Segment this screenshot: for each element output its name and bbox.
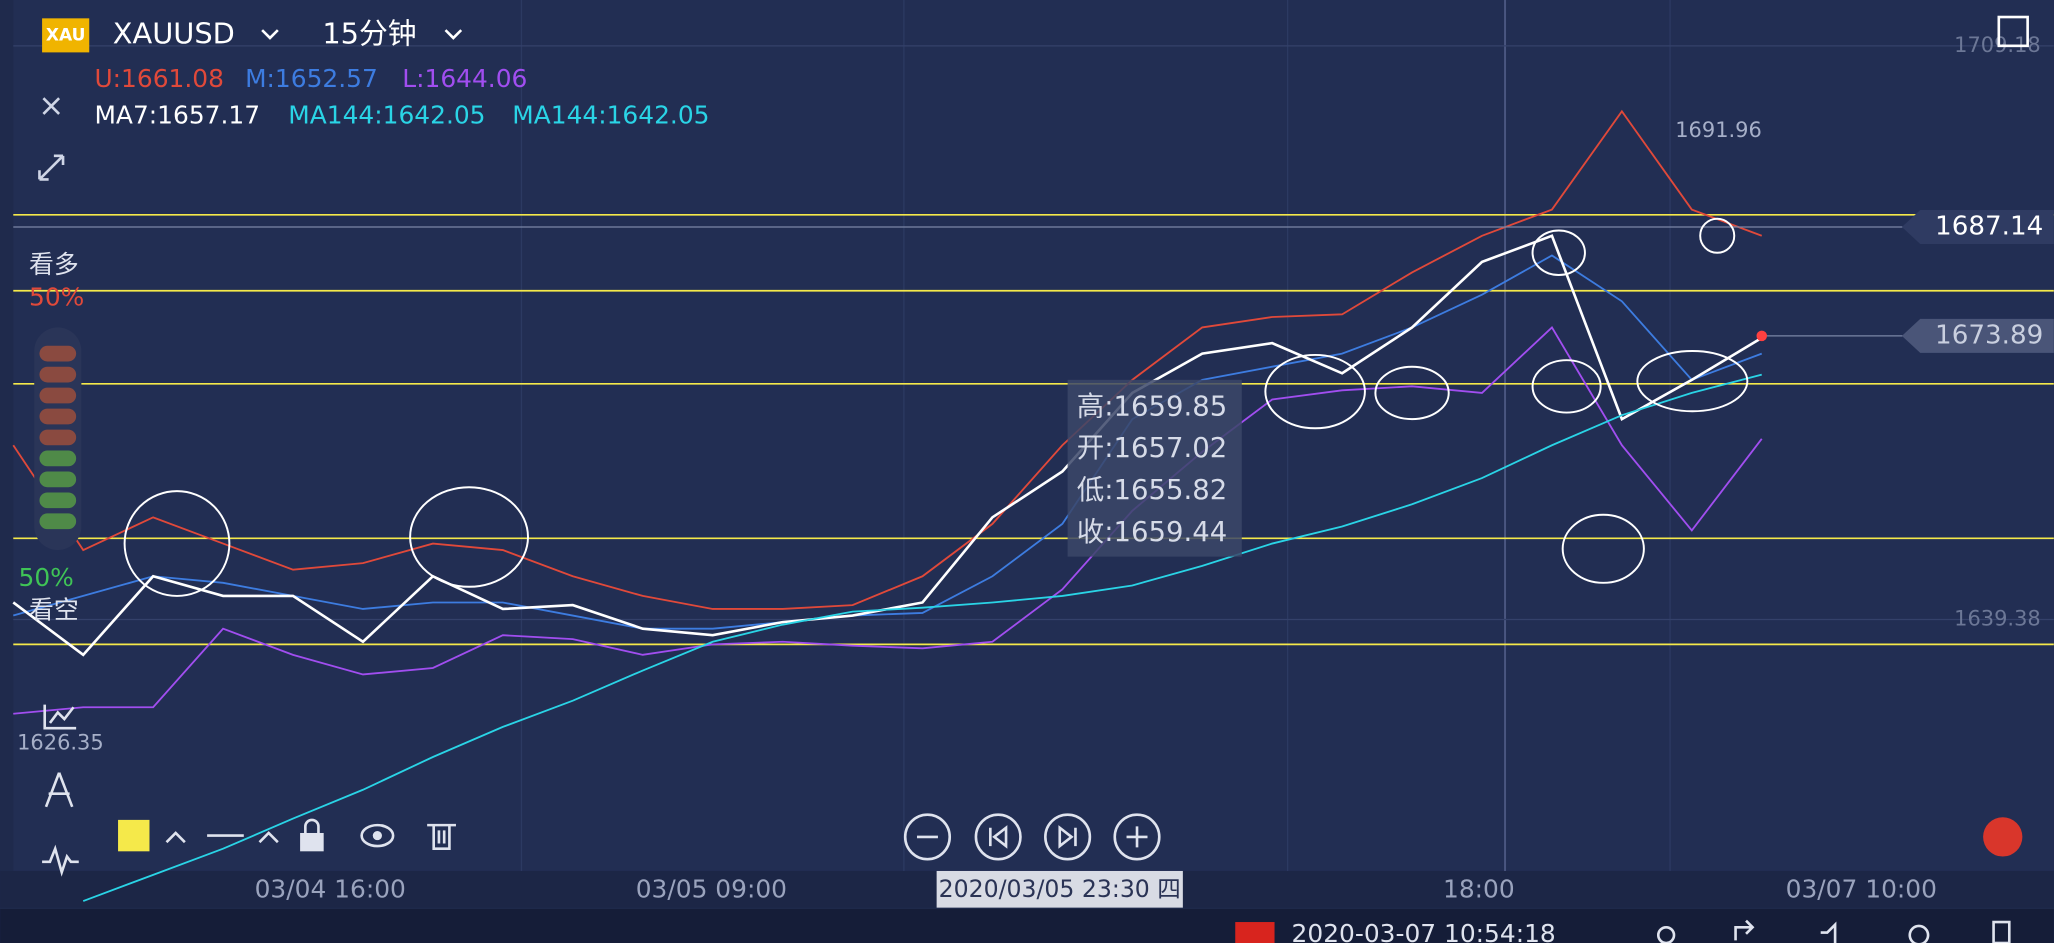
flag <box>1235 922 1275 943</box>
lock-shackle <box>304 818 320 833</box>
price-tag-label: 1673.89 <box>1935 320 2043 350</box>
close-button[interactable] <box>42 97 61 115</box>
series-line <box>12 109 1763 610</box>
boll-upper: U:1661.08 <box>94 64 223 93</box>
symbol-badge[interactable] <box>42 18 90 53</box>
status-bar <box>0 908 2054 943</box>
tooltip-open: 开:1657.02 <box>1077 432 1228 464</box>
x-tick-label: 03/07 10:00 <box>1786 875 1937 904</box>
tooltip-box <box>1067 379 1242 557</box>
delete-button[interactable] <box>427 823 456 851</box>
series-line <box>13 325 1763 715</box>
brightness-button[interactable] <box>1656 925 1676 943</box>
ma7: MA7:1657.17 <box>94 101 260 130</box>
eye-pupil <box>372 831 382 841</box>
series-line <box>82 373 1762 902</box>
price-tag <box>1901 209 2054 245</box>
vertical-grid <box>520 0 1671 871</box>
zoom-in[interactable] <box>1113 813 1161 861</box>
series-line <box>13 254 1763 630</box>
last-price-dot <box>1756 330 1767 342</box>
bull-label: 看多 <box>29 250 79 279</box>
share-button[interactable] <box>1734 919 1755 941</box>
bear-pct: 50% <box>19 563 74 592</box>
symbol-dropdown[interactable] <box>261 29 279 40</box>
color-picker[interactable] <box>118 819 150 852</box>
plot: 1709.18 1639.38 1687.14 1673.89 1691.96 1626.… <box>12 33 2054 902</box>
price-tag-label: 1687.14 <box>1935 211 2043 241</box>
y-tick-label: 1709.18 <box>1954 33 2041 57</box>
price-tag <box>1901 318 2054 353</box>
bull-pct: 50% <box>29 283 84 312</box>
boll-lower: L:1644.06 <box>402 64 527 93</box>
ma144: MA144:1642.05 <box>288 101 485 130</box>
x-tick-label: 03/04 16:00 <box>255 875 406 904</box>
plot-area <box>13 0 2054 871</box>
interval[interactable]: 15分钟 <box>322 16 416 50</box>
step-forward[interactable] <box>1044 813 1092 861</box>
tooltip-close: 收:1659.44 <box>1077 516 1228 548</box>
menu-button[interactable] <box>1997 15 2029 48</box>
fullscreen-button[interactable] <box>1992 920 2011 943</box>
badge-text: XAU <box>46 25 86 45</box>
x-tick-label: 18:00 <box>1443 875 1515 904</box>
eye-button[interactable] <box>360 823 395 848</box>
interval-dropdown[interactable] <box>444 29 463 40</box>
wave-tool[interactable] <box>42 844 79 877</box>
collapse-button[interactable] <box>38 154 65 181</box>
alert-button[interactable] <box>1983 817 2023 857</box>
crosshair-time-box <box>936 870 1183 908</box>
color-dropdown[interactable] <box>165 831 186 844</box>
line-dropdown[interactable] <box>258 831 279 844</box>
step-back[interactable] <box>974 813 1022 861</box>
sentiment-segments <box>39 345 77 530</box>
tooltip-low: 低:1655.82 <box>1077 474 1228 506</box>
tooltip-high: 高:1659.85 <box>1077 390 1228 422</box>
symbol[interactable]: XAUUSD <box>113 16 235 50</box>
high-label: 1691.96 <box>1675 118 1762 142</box>
x-tick-label: 03/05 09:00 <box>636 875 787 904</box>
zoom-out[interactable] <box>903 813 952 861</box>
sound-button[interactable] <box>1820 921 1837 943</box>
boll-middle: M:1652.57 <box>245 64 378 93</box>
low-label: 1626.35 <box>17 731 104 755</box>
crosshair-time: 2020/03/05 23:30 四 <box>939 875 1181 903</box>
indicator-tool[interactable] <box>43 704 77 730</box>
settings-button[interactable] <box>1908 924 1930 943</box>
draw-tool[interactable] <box>44 772 74 808</box>
playback-controls <box>903 813 1161 861</box>
bear-label: 看空 <box>29 596 79 625</box>
lock-button[interactable] <box>300 832 324 852</box>
ma144: MA144:1642.05 <box>512 101 709 130</box>
status-time: 2020-03-07 10:54:18 <box>1292 919 1556 943</box>
y-tick-label: 1639.38 <box>1954 606 2041 630</box>
annotations <box>123 217 1749 597</box>
